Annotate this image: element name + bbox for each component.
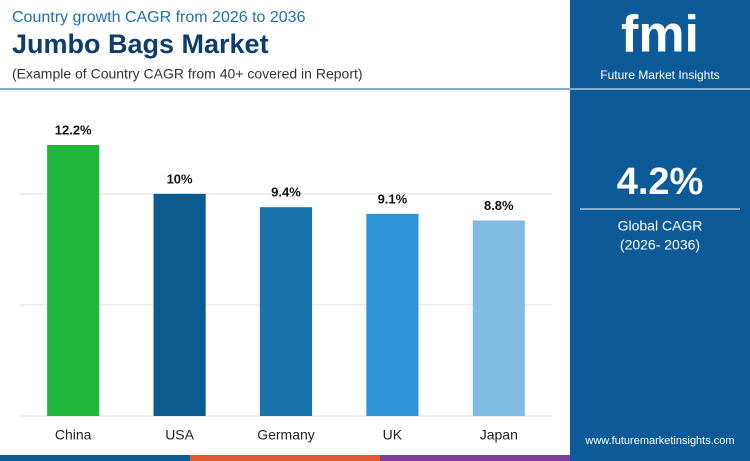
bar	[259, 207, 313, 416]
subtitle: (Example of Country CAGR from 40+ covere…	[12, 66, 363, 82]
x-tick-label: UK	[383, 427, 403, 443]
website: www.futuremarketinsights.com	[584, 435, 734, 447]
global-period: (2026- 2036)	[620, 237, 700, 253]
bar	[366, 213, 419, 416]
brand: Future Market Insights	[600, 68, 719, 82]
bar	[47, 144, 100, 416]
global-value: 4.2%	[617, 161, 704, 203]
logo: fmi	[621, 6, 699, 64]
bar	[472, 220, 525, 416]
footer-strip	[570, 455, 750, 461]
x-tick-label: USA	[165, 427, 194, 443]
bar	[153, 193, 206, 416]
footer-strip	[0, 455, 190, 461]
sidebar	[570, 0, 750, 461]
footer-strip	[380, 455, 570, 461]
value-label: 9.4%	[271, 185, 301, 200]
x-tick-label: Japan	[480, 427, 518, 443]
value-label: 10%	[167, 171, 193, 186]
value-label: 12.2%	[55, 122, 92, 137]
x-tick-label: Germany	[257, 427, 315, 443]
footer-strip	[190, 455, 380, 461]
header: Country growth CAGR from 2026 to 2036	[12, 9, 306, 26]
value-label: 8.8%	[484, 198, 514, 213]
value-label: 9.1%	[378, 191, 408, 206]
global-label: Global CAGR	[618, 218, 703, 234]
chart-title: Jumbo Bags Market	[12, 29, 269, 59]
x-tick-label: China	[55, 427, 92, 443]
